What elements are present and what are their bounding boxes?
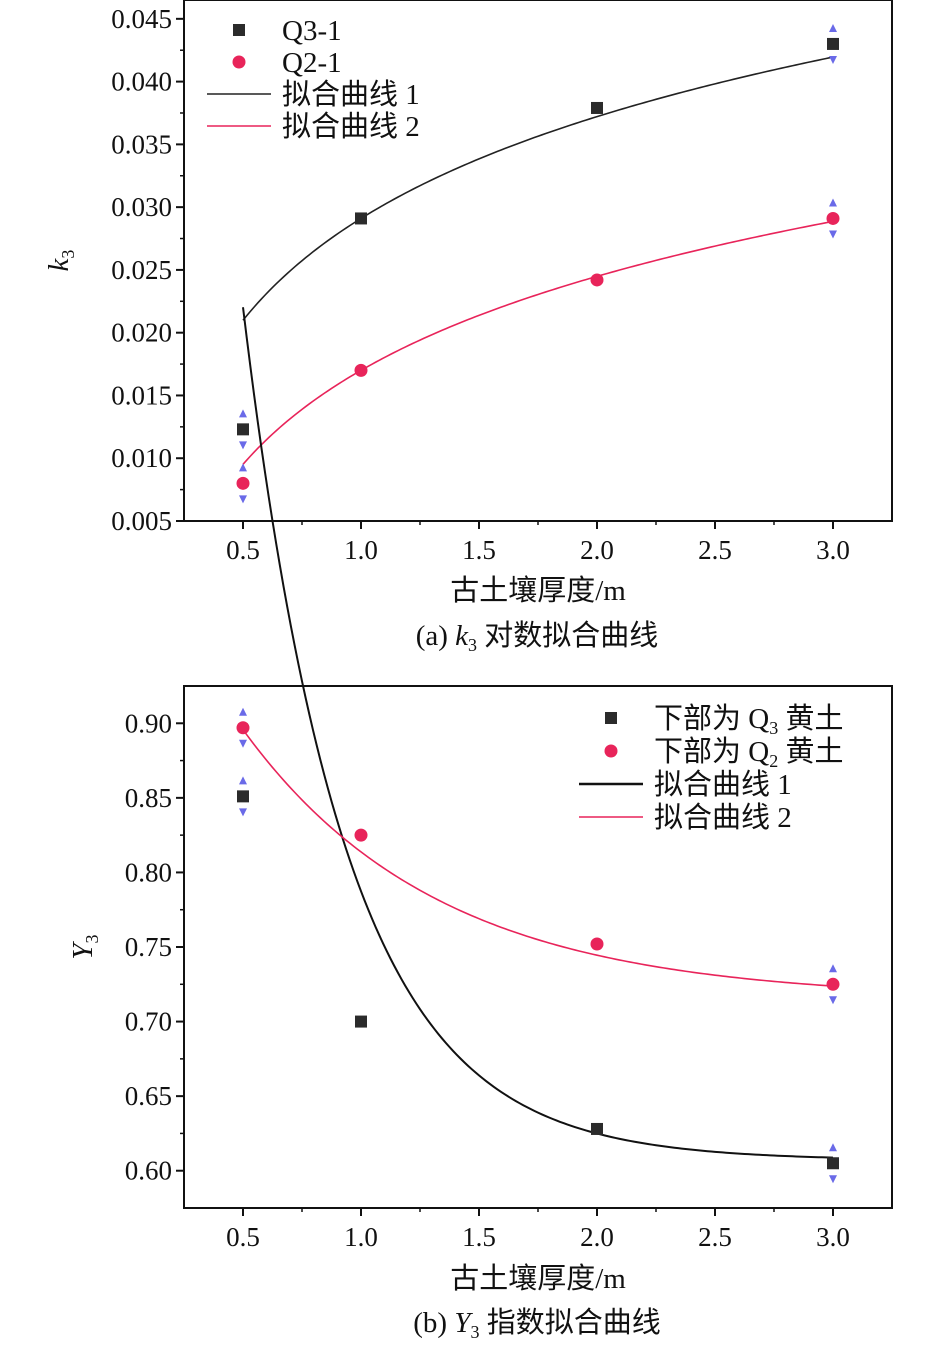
y-tick-label: 0.020 [111,318,172,348]
data-point-square [827,1157,839,1170]
data-point-square [237,423,249,436]
y-tick-label: 0.75 [125,932,172,962]
y-axis-label: Y3 [67,934,102,959]
data-point-circle [826,977,840,991]
legend-label: 下部为 Q3 黄土 [654,702,843,738]
x-axis-label: 古土壤厚度/m [450,1262,626,1295]
y-tick-label: 0.035 [111,129,172,159]
legend-label: 拟合曲线 2 [282,110,420,143]
x-tick-label: 2.0 [580,535,614,565]
legend-marker-square [605,712,617,724]
error-arrow-down [829,55,837,64]
y-tick-label: 0.005 [111,506,172,536]
legend-label: 拟合曲线 2 [654,801,792,834]
legend-label: 拟合曲线 1 [282,78,420,111]
chart-b: 0.5 1.0 1.5 2.0 2.5 3.0 0.60 0.65 0.70 0.75 0.80 0.… [67,307,893,1342]
error-arrow-down [239,739,247,748]
data-point-square [237,790,249,803]
error-arrow-up [239,463,247,472]
x-tick-label: 1.0 [344,535,378,565]
data-point-circle [590,937,604,951]
chart-a: 0.5 1.0 1.5 2.0 2.5 3.0 0.005 0.010 0.015 0.020 0.… [43,0,893,655]
legend-label: 拟合曲线 1 [654,768,792,801]
data-point-square [827,37,839,50]
x-tick-label: 1.5 [462,535,496,565]
data-point-circle [236,476,250,490]
error-arrow-down [829,1175,837,1184]
figure-caption: (b) Y3 指数拟合曲线 [413,1306,660,1342]
y-tick-label: 0.010 [111,443,172,473]
error-arrow-down [829,230,837,239]
data-point-square [355,1015,367,1028]
fit-curve-2 [242,729,834,987]
error-arrow-up [829,23,837,32]
x-tick-label: 2.5 [698,535,732,565]
x-tick-label: 2.5 [698,1222,732,1252]
error-arrow-down [829,996,837,1005]
legend-label: Q2-1 [282,47,342,79]
fit-curve-1 [242,56,834,321]
legend-label: 下部为 Q2 黄土 [654,735,843,771]
legend-marker-square [233,24,245,36]
data-point-circle [354,363,368,377]
x-tick-label: 1.0 [344,1222,378,1252]
error-arrow-down [239,441,247,450]
x-tick-label: 0.5 [226,1222,260,1252]
y-tick-label: 0.80 [125,857,172,887]
x-tick-label: 3.0 [816,535,850,565]
error-arrow-down [239,495,247,504]
x-axis-label: 古土壤厚度/m [450,574,626,607]
x-tick-label: 3.0 [816,1222,850,1252]
fit-curve-1 [242,307,834,1159]
x-tick-label: 0.5 [226,535,260,565]
y-tick-label: 0.025 [111,255,172,285]
y-tick-label: 0.040 [111,67,172,97]
data-point-square [355,212,367,225]
y-tick-label: 0.60 [125,1156,172,1186]
y-tick-label: 0.65 [125,1081,172,1111]
x-tick-label: 2.0 [580,1222,614,1252]
data-point-square [591,1122,603,1135]
error-arrow-down [239,808,247,817]
y-axis-label: k3 [43,250,78,272]
data-point-square [591,101,603,114]
error-arrow-up [829,964,837,973]
error-arrow-up [829,198,837,207]
data-point-circle [236,721,250,735]
error-arrow-up [239,707,247,716]
figure-caption: (a) k3 对数拟合曲线 [416,619,659,655]
fit-curve-2 [242,220,834,465]
error-arrow-up [239,409,247,418]
data-point-circle [354,828,368,842]
y-tick-label: 0.030 [111,192,172,222]
y-tick-label: 0.70 [125,1007,172,1037]
error-arrow-up [239,776,247,785]
error-arrow-up [829,1143,837,1152]
y-tick-label: 0.90 [125,708,172,738]
data-point-circle [826,211,840,225]
y-tick-label: 0.85 [125,783,172,813]
y-tick-label: 0.015 [111,380,172,410]
legend-label: Q3-1 [282,15,342,47]
legend-marker-circle [232,55,246,69]
data-point-circle [590,273,604,287]
x-tick-label: 1.5 [462,1222,496,1252]
y-tick-label: 0.045 [111,4,172,34]
legend-marker-circle [604,744,618,758]
